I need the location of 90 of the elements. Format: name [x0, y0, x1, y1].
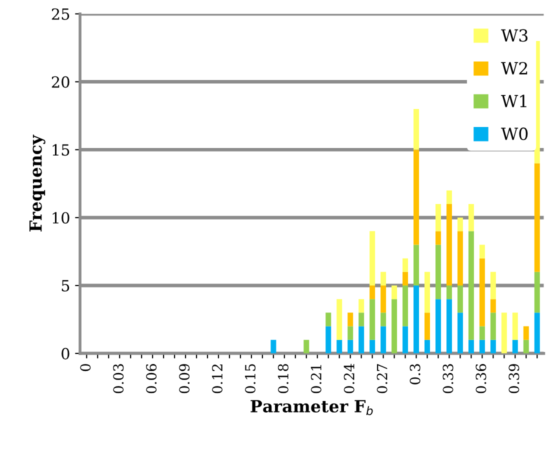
x-tick-label: 0.27: [376, 364, 388, 394]
bar: [402, 258, 408, 272]
y-tick-label: 15: [52, 144, 70, 156]
y-tick-label: 0: [62, 348, 70, 360]
bar: [348, 312, 354, 326]
bar: [270, 340, 276, 354]
bar: [380, 312, 386, 326]
bar: [457, 218, 463, 232]
x-tick-label: 0.3: [410, 364, 420, 384]
bar: [414, 286, 420, 354]
x-tick-label: 0.39: [508, 364, 520, 394]
bar: [370, 340, 376, 354]
x-tick-label: 0: [80, 364, 91, 372]
y-axis-title: Frequency: [29, 134, 46, 232]
x-tick-label: 0.03: [113, 364, 124, 394]
bar: [534, 312, 540, 354]
bar: [490, 340, 496, 354]
bar: [370, 231, 376, 286]
bar: [468, 231, 474, 340]
bar: [479, 258, 485, 326]
x-tick-label: 0.24: [344, 364, 354, 394]
bar: [479, 326, 485, 340]
legend-label: W0: [501, 128, 528, 140]
bar: [370, 299, 376, 340]
bar: [380, 272, 386, 286]
y-tick-label: 25: [52, 8, 70, 20]
bar: [523, 340, 529, 354]
bar: [304, 340, 310, 354]
bar: [468, 204, 474, 232]
bar: [336, 340, 342, 354]
bar: [479, 340, 485, 354]
bar: [358, 299, 364, 313]
legend-label: W3: [501, 29, 528, 42]
bar: [380, 326, 386, 354]
bar: [446, 190, 452, 204]
bar: [370, 286, 376, 300]
bar: [348, 326, 354, 340]
bar: [402, 286, 408, 326]
bar: [490, 299, 496, 313]
legend-label: W2: [501, 62, 528, 74]
x-tick-label: 0.18: [278, 364, 288, 394]
bar: [414, 108, 420, 150]
x-tick-label: 0.15: [244, 364, 256, 394]
x-tick-label: 0.06: [146, 364, 157, 394]
bar: [358, 326, 364, 354]
bar: [468, 340, 474, 354]
bar: [479, 244, 485, 258]
bar: [446, 299, 452, 354]
y-tick-label: 20: [52, 76, 70, 88]
bar: [326, 326, 332, 354]
bar: [358, 312, 364, 326]
bar: [534, 272, 540, 313]
bar: [326, 312, 332, 326]
bar: [457, 312, 463, 354]
bar: [402, 326, 408, 354]
bar: [435, 244, 441, 300]
bar: [392, 299, 398, 354]
bar: [424, 272, 430, 313]
x-axis-title: Parameter F$_{b}$: [250, 400, 373, 416]
bar: [336, 299, 342, 340]
bar: [446, 204, 452, 286]
x-tick-label: 0.21: [310, 365, 322, 394]
bar: [392, 286, 398, 300]
x-tick-label: 0.36: [476, 364, 486, 394]
x-tick-label: 0.33: [442, 364, 454, 394]
bar: [490, 272, 496, 300]
bar: [457, 286, 463, 313]
x-tick-label: 0.09: [179, 364, 190, 394]
y-tick-label: 10: [52, 212, 70, 224]
legend-label: W1: [501, 94, 526, 108]
bar: [512, 312, 518, 340]
bar: [414, 244, 420, 286]
bar: [380, 286, 386, 313]
bar: [414, 150, 420, 245]
bar: [424, 340, 430, 354]
bar: [402, 272, 408, 286]
bar: [435, 231, 441, 245]
bar: [490, 312, 496, 340]
bar: [424, 312, 430, 340]
y-tick-label: 5: [62, 280, 70, 292]
bar: [534, 163, 540, 272]
bar: [523, 326, 529, 340]
bar: [501, 312, 507, 354]
bar: [512, 340, 518, 354]
bar: [457, 231, 463, 286]
bar: [348, 340, 354, 354]
bar: [435, 204, 441, 232]
bar: [446, 286, 452, 300]
bar: [435, 299, 441, 354]
x-tick-label: 0.12: [212, 364, 223, 394]
